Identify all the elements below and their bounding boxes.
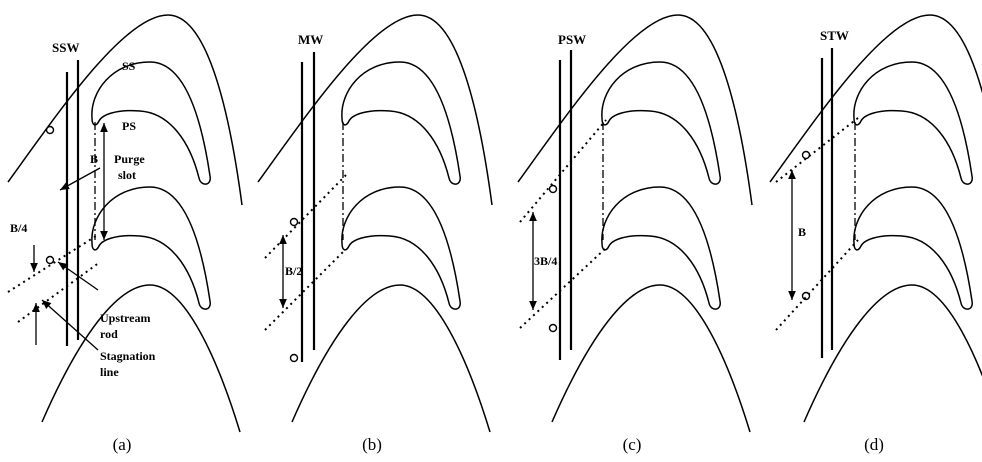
label-spacing: B/4 xyxy=(10,221,27,235)
panel-d: STW B (d) xyxy=(770,15,982,454)
panel-b: MW B/2 (b) xyxy=(258,15,492,454)
label-b: B xyxy=(90,152,98,166)
panel-title: PSW xyxy=(558,32,586,47)
label-upstream-rod: Upstream xyxy=(100,311,150,325)
label-spacing: 3B/4 xyxy=(534,254,557,268)
caption: (a) xyxy=(113,435,132,454)
panel-c: PSW 3B/4 (c) xyxy=(518,15,752,454)
label-spacing: B xyxy=(798,225,806,239)
label-spacing: B/2 xyxy=(285,264,302,278)
panel-title: MW xyxy=(298,32,323,47)
figure: SSW SS PS B Purge slot B/4 Upstream rod … xyxy=(0,0,982,462)
label-stagnation-line: line xyxy=(100,365,119,379)
label-purge-slot: Purge xyxy=(114,152,145,166)
label-ps: PS xyxy=(122,119,136,133)
label-ss: SS xyxy=(122,59,136,73)
label-purge-slot: slot xyxy=(118,168,136,182)
panel-title: STW xyxy=(820,28,849,43)
label-stagnation-line: Stagnation xyxy=(100,349,156,363)
panel-a: SSW SS PS B Purge slot B/4 Upstream rod … xyxy=(8,15,242,454)
caption: (c) xyxy=(623,435,642,454)
label-upstream-rod: rod xyxy=(100,327,118,341)
panel-title: SSW xyxy=(52,40,79,55)
caption: (b) xyxy=(362,435,382,454)
caption: (d) xyxy=(864,435,884,454)
